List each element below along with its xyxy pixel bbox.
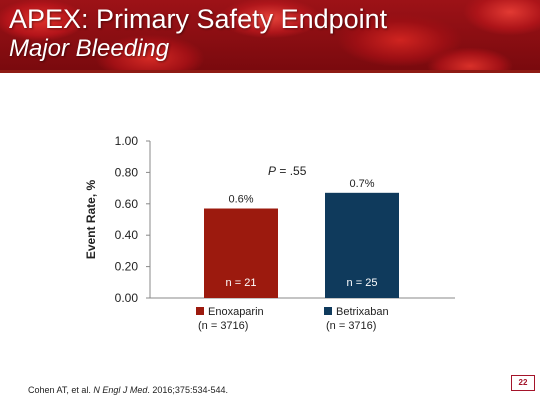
citation-journal: N Engl J Med [93,385,148,395]
y-tick-label: 0.80 [115,165,139,179]
y-axis-title: Event Rate, % [84,179,98,259]
legend-sub-betrixaban: (n = 3716) [326,320,377,332]
legend-item-betrixaban: Betrixaban (n = 3716) [324,305,389,333]
legend-swatch-betrixaban [324,307,332,315]
bar-value-label: 0.7% [349,178,374,190]
legend-sub-enoxaparin: (n = 3716) [198,320,249,332]
bar-n-label: n = 21 [226,277,257,289]
legend-label-enoxaparin: Enoxaparin [208,306,264,318]
bar-value-label: 0.6% [228,194,253,206]
y-tick-label: 1.00 [115,134,139,148]
bar-n-label: n = 25 [347,277,378,289]
legend-swatch-enoxaparin [196,307,204,315]
citation-authors: Cohen AT, et al. [28,385,94,395]
y-tick-label: 0.00 [115,291,139,305]
bar-enoxaparin [204,208,278,298]
y-tick-label: 0.40 [115,228,139,242]
page-number: 22 [511,375,535,391]
slide-subtitle: Major Bleeding [9,35,170,62]
citation-rest: . 2016;375:534-544. [147,385,228,395]
y-tick-label: 0.20 [115,260,139,274]
y-tick-label: 0.60 [115,197,139,211]
banner-divider [0,70,540,73]
bar-betrixaban [325,192,399,298]
legend-item-enoxaparin: Enoxaparin (n = 3716) [196,305,264,333]
p-value-label: P [268,164,277,178]
citation: Cohen AT, et al. N Engl J Med. 2016;375:… [28,385,228,395]
p-value-text: = .55 [276,164,307,178]
slide-title: APEX: Primary Safety Endpoint [9,4,388,34]
legend-label-betrixaban: Betrixaban [336,306,389,318]
title-banner: APEX: Primary Safety Endpoint Major Blee… [0,0,540,70]
p-value-annotation: P = .55 [268,164,306,178]
